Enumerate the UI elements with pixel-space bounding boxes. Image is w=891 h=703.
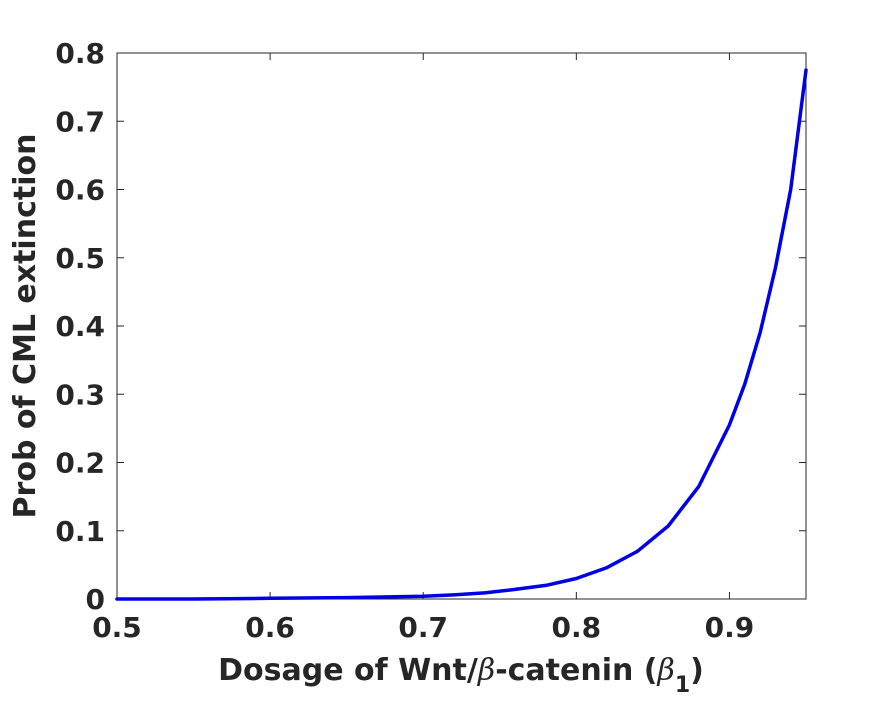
series-line xyxy=(115,68,808,601)
y-axis-ticks: 0 0.1 0.2 0.3 0.4 0.5 0.6 0.7 0.8 xyxy=(55,37,806,616)
y-tick-label: 0 xyxy=(86,583,105,616)
x-tick-label: 0.9 xyxy=(705,611,755,644)
y-tick-label: 0.1 xyxy=(55,515,105,548)
x-tick-label: 0.7 xyxy=(398,611,448,644)
y-tick-label: 0.2 xyxy=(55,447,105,480)
x-tick-label: 0.5 xyxy=(92,611,142,644)
series-layer xyxy=(115,68,808,601)
x-axis-label-sub-greek: β xyxy=(657,653,675,688)
y-tick-label: 0.6 xyxy=(55,174,105,207)
y-tick-label: 0.3 xyxy=(55,378,105,411)
plot-area xyxy=(116,52,807,600)
x-axis-label-subscript: 1 xyxy=(675,673,690,698)
y-tick-label: 0.5 xyxy=(55,242,105,275)
y-tick-label: 0.7 xyxy=(55,105,105,138)
x-axis-label-suffix: ) xyxy=(690,653,704,688)
y-tick-label: 0.4 xyxy=(55,310,105,343)
x-axis-ticks: 0.5 0.6 0.7 0.8 0.9 xyxy=(92,53,754,644)
x-tick-label: 0.8 xyxy=(552,611,602,644)
x-tick-label: 0.6 xyxy=(245,611,295,644)
y-tick-label: 0.8 xyxy=(55,37,105,70)
x-axis-label-greek: β xyxy=(477,653,495,688)
x-axis-label-prefix: Dosage of Wnt/ xyxy=(218,653,478,688)
x-axis-label: Dosage of Wnt/β-catenin (β1) xyxy=(218,653,704,698)
y-axis-label: Prob of CML extinction xyxy=(8,134,43,519)
x-axis-label-middle: -catenin ( xyxy=(495,653,657,688)
